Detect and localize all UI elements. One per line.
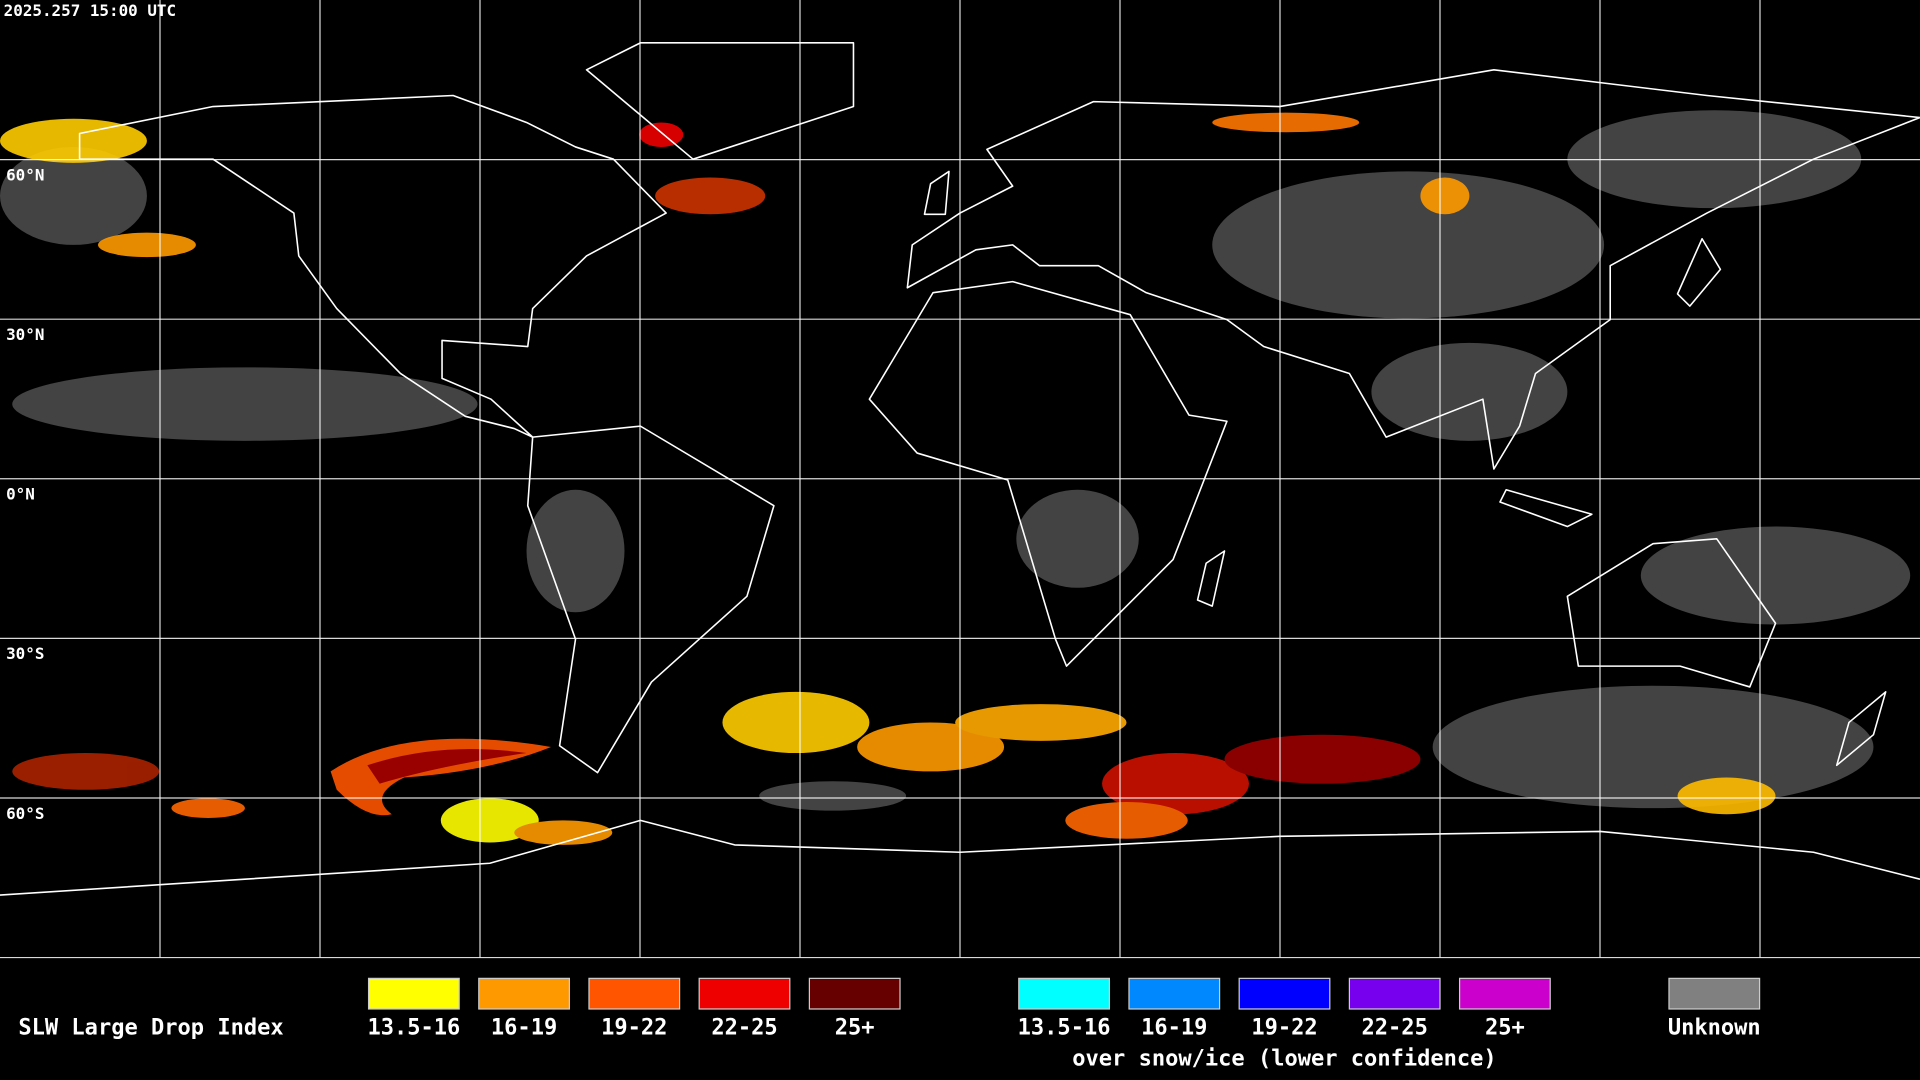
legend-swatch bbox=[367, 977, 460, 1010]
graticule bbox=[0, 0, 1920, 959]
latitude-label: 30°N bbox=[6, 325, 44, 344]
legend-swatch bbox=[1348, 977, 1441, 1010]
legend-swatch bbox=[478, 977, 570, 1010]
legend-label: 25+ bbox=[1485, 1016, 1525, 1041]
cloud-layer bbox=[0, 110, 1911, 845]
legend-note: over snow/ice (lower confidence) bbox=[1072, 1046, 1496, 1071]
legend-label: 16-19 bbox=[1141, 1016, 1207, 1041]
latitude-label: 60°S bbox=[6, 804, 44, 823]
latitude-labels: 60°N 30°N 0°N 30°S 60°S bbox=[6, 165, 44, 822]
legend-label: 16-19 bbox=[491, 1016, 557, 1041]
legend-label: 19-22 bbox=[601, 1016, 667, 1041]
legend-swatch bbox=[1018, 977, 1110, 1010]
coastlines bbox=[0, 42, 1920, 896]
legend-label: 22-25 bbox=[1362, 1016, 1428, 1041]
legend-label: 19-22 bbox=[1251, 1016, 1317, 1041]
legend-swatch bbox=[698, 977, 791, 1010]
legend-label: 22-25 bbox=[711, 1016, 777, 1041]
legend-label: 13.5-16 bbox=[1018, 1016, 1111, 1041]
latitude-label: 0°N bbox=[6, 485, 35, 504]
legend-swatch bbox=[588, 977, 681, 1010]
legend-swatch bbox=[1668, 977, 1761, 1010]
legend-label: 25+ bbox=[835, 1016, 875, 1041]
legend-label: 13.5-16 bbox=[367, 1016, 460, 1041]
legend: SLW Large Drop Index 13.5-16 16-19 19-22 22… bbox=[18, 977, 1761, 1071]
latitude-label: 30°S bbox=[6, 644, 44, 663]
legend-swatch bbox=[1458, 977, 1551, 1010]
legend-swatch bbox=[808, 977, 901, 1010]
latitude-label: 60°N bbox=[6, 165, 44, 184]
legend-label: Unknown bbox=[1668, 1016, 1761, 1041]
legend-swatch bbox=[1128, 977, 1221, 1010]
timestamp: 2025.257 15:00 UTC bbox=[4, 1, 176, 20]
legend-swatch bbox=[1238, 977, 1331, 1010]
legend-title: SLW Large Drop Index bbox=[18, 1016, 283, 1041]
